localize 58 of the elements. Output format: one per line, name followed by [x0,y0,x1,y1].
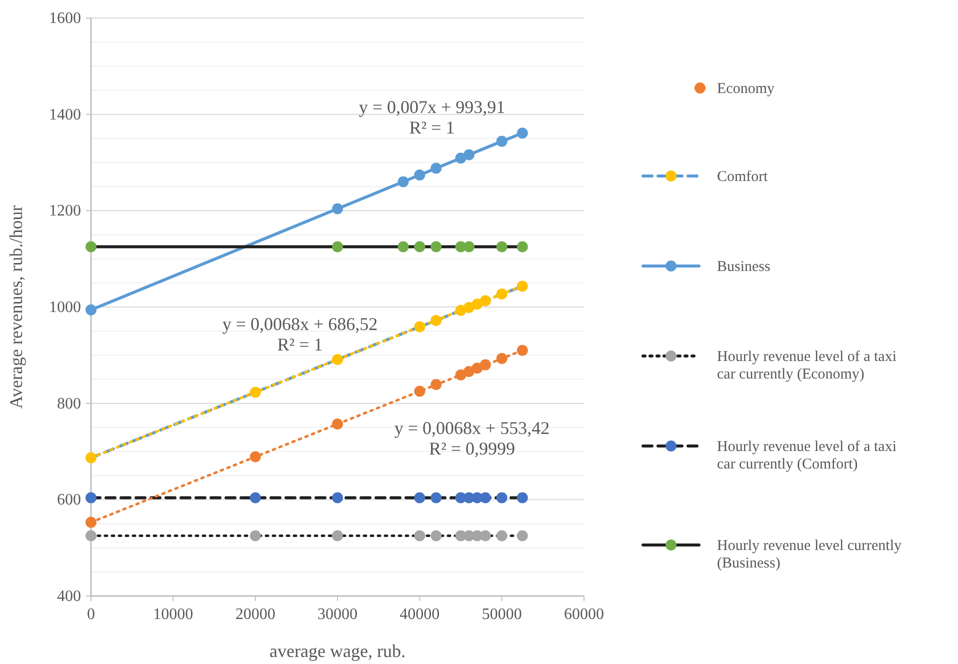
legend-label: Economy [717,81,775,97]
point [516,530,528,542]
legend-label: Business [717,259,771,275]
x-tick-label: 40000 [400,606,440,623]
y-tick-label: 1400 [49,106,81,124]
y-tick-label: 400 [57,588,81,605]
annotation: y = 0,0068x + 686,52 R² = 1 [222,314,378,355]
point [430,492,442,504]
x-axis-title: average wage, rub. [270,641,406,661]
point [414,530,426,542]
legend-label: Comfort [717,169,769,185]
point [496,136,508,147]
point [480,530,491,542]
legend-label: Hourly revenue level of a taxi car currently (Comfort) [717,439,897,472]
y-tick-label: 1200 [49,202,81,220]
x-tick-label: 50000 [482,606,522,623]
point [516,344,528,356]
point [332,492,343,504]
legend-label: Hourly revenue level currently (Business) [717,538,902,572]
point [496,530,508,542]
point [414,492,426,504]
y-tick-label: 1000 [49,299,81,316]
point [414,241,426,252]
point [480,492,491,504]
point [430,162,442,174]
point [250,530,261,542]
point [430,241,442,252]
x-tick-label: 30000 [318,606,358,623]
y-tick-label: 1600 [49,10,81,27]
point [332,530,343,542]
point [398,241,409,252]
y-tick-label: 800 [57,395,81,412]
point [86,492,96,504]
point [414,170,426,181]
point [516,492,528,504]
annotation: y = 0,0068x + 553,42 R² = 0,9999 [394,418,550,459]
point [250,492,261,504]
point [332,203,343,214]
y-axis-title: Average revenues, rub./hour [6,205,26,409]
point [463,149,474,160]
point [516,241,528,252]
point [463,241,474,252]
y-tick-label: 600 [57,492,81,509]
x-tick-label: 10000 [153,606,194,623]
x-tick-label: 0 [87,606,95,623]
point [86,304,96,316]
point [332,241,343,252]
point [430,530,442,542]
x-tick-label: 60000 [564,606,604,623]
annotation: y = 0,007x + 993,91 R² = 1 [358,97,506,138]
point [496,241,508,252]
point [496,492,508,504]
point [398,176,409,188]
legend-label: Hourly revenue level of a taxi car currently (Economy) [717,349,897,382]
point [86,241,96,252]
x-tick-label: 20000 [235,606,276,623]
point [516,128,528,139]
point [86,530,96,542]
